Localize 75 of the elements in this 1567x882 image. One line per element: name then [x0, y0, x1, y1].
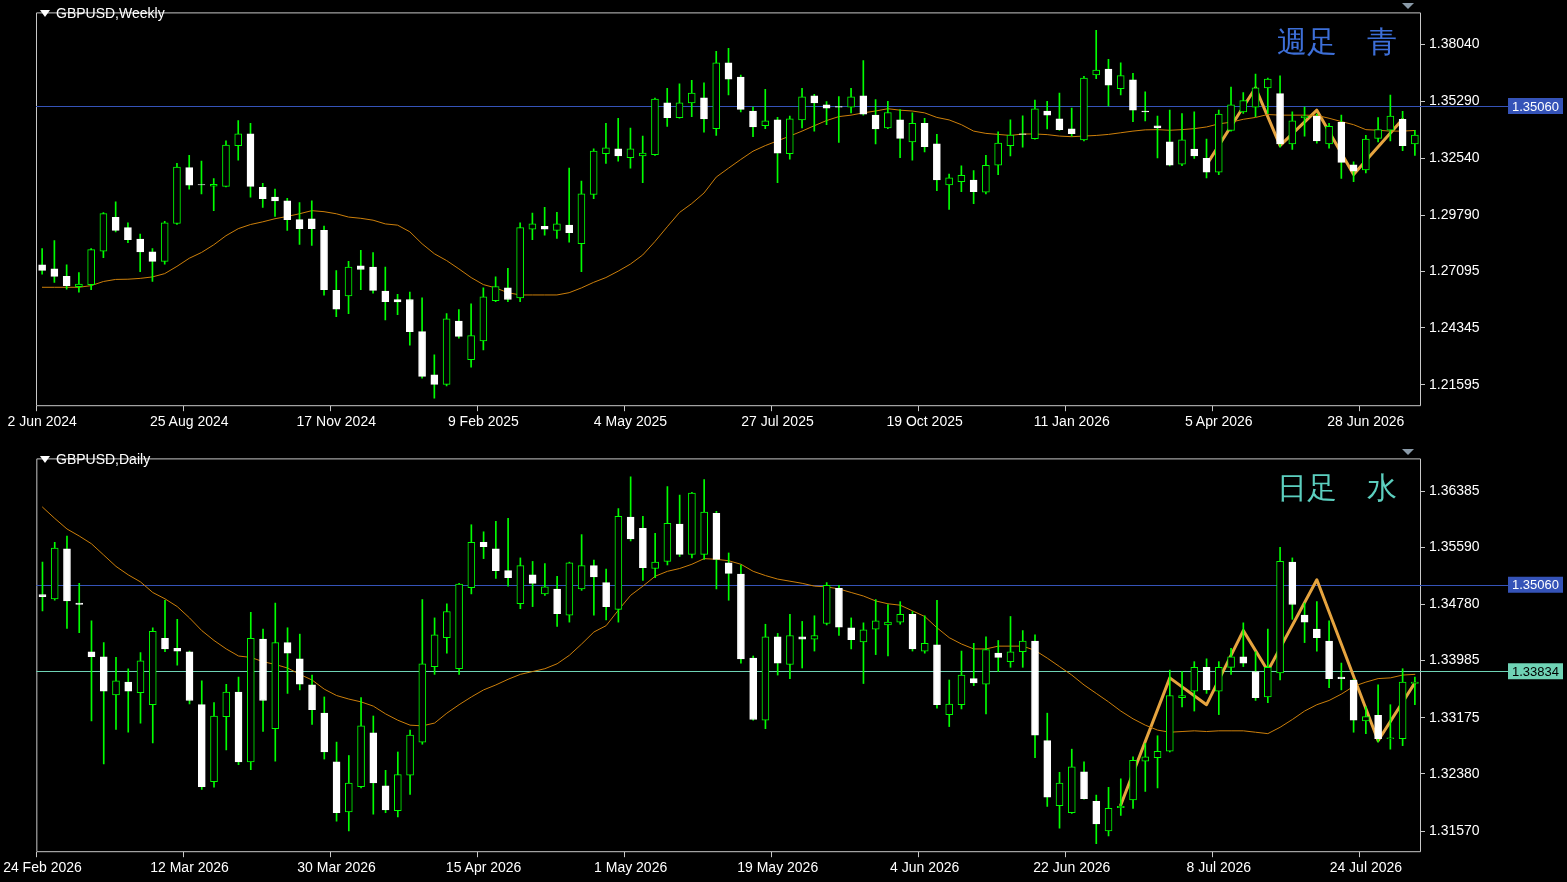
y-tick-label: 1.33985 — [1429, 651, 1480, 668]
y-tick-label: 1.35590 — [1429, 538, 1480, 555]
candlestick — [504, 518, 512, 587]
candlestick — [553, 211, 561, 239]
candlestick — [945, 679, 954, 727]
x-tick-label: 19 May 2026 — [737, 859, 819, 876]
candlestick — [590, 559, 598, 616]
x-tick-label: 5 Apr 2026 — [1184, 413, 1253, 430]
x-tick-label: 24 Jul 2026 — [1329, 859, 1403, 876]
candlestick — [356, 249, 365, 291]
candlestick — [1178, 671, 1186, 708]
x-tick-label: 4 May 2025 — [593, 413, 668, 430]
candlestick — [761, 88, 770, 129]
ref-line-label: 1.35060 — [1512, 577, 1560, 593]
candlestick — [1263, 77, 1272, 114]
y-tick-label: 1.31570 — [1429, 821, 1480, 838]
candlestick — [1313, 601, 1321, 652]
chart-title: GBPUSD,Daily — [56, 451, 151, 467]
candlestick — [541, 563, 549, 596]
candlestick — [1067, 107, 1076, 137]
x-tick-label: 4 Jun 2026 — [890, 859, 960, 876]
y-tick-label: 1.21595 — [1429, 375, 1480, 392]
candlestick — [307, 200, 316, 246]
candlestick — [945, 173, 953, 210]
candlestick — [1362, 706, 1370, 734]
candlestick — [75, 582, 84, 634]
ref-line-label: 1.35060 — [1512, 98, 1560, 114]
candlestick — [381, 266, 390, 321]
candlestick — [1190, 111, 1199, 159]
x-tick-label: 15 Apr 2026 — [445, 859, 522, 876]
x-tick-label: 27 Jul 2025 — [741, 413, 814, 430]
y-tick-label: 1.35290 — [1429, 92, 1480, 109]
x-tick-label: 8 Jul 2026 — [1186, 859, 1252, 876]
y-tick-label: 1.32540 — [1429, 149, 1480, 166]
y-tick-label: 1.27095 — [1429, 261, 1480, 278]
candlestick — [920, 615, 929, 654]
candlestick — [724, 552, 733, 601]
x-tick-label: 30 Mar 2026 — [297, 859, 377, 876]
candlestick — [614, 117, 623, 162]
y-tick-label: 1.24345 — [1429, 318, 1480, 335]
y-tick-label: 1.32380 — [1429, 764, 1480, 781]
x-tick-label: 9 Feb 2025 — [447, 413, 519, 430]
candlestick — [810, 93, 819, 132]
y-tick-label: 1.36385 — [1429, 482, 1480, 499]
candlestick — [565, 167, 573, 243]
x-tick-label: 28 Jun 2026 — [1327, 413, 1405, 430]
candlestick — [124, 668, 133, 733]
y-tick-label: 1.29790 — [1429, 206, 1480, 223]
candlestick — [209, 178, 218, 211]
candlestick — [602, 122, 610, 164]
candlestick — [1239, 622, 1248, 667]
x-tick-label: 12 Mar 2026 — [150, 859, 230, 876]
candlestick — [969, 642, 978, 686]
candlestick — [994, 640, 1003, 672]
chart-title: GBPUSD,Weekly — [56, 5, 165, 21]
x-tick-label: 17 Nov 2024 — [296, 413, 377, 430]
ref-line-label: 1.33834 — [1512, 663, 1560, 679]
candlestick — [161, 599, 169, 653]
candlestick — [38, 248, 46, 275]
x-tick-label: 11 Jan 2026 — [1033, 413, 1110, 430]
x-tick-label: 2 Jun 2024 — [7, 413, 77, 430]
candlestick — [871, 599, 880, 655]
candlestick — [1141, 91, 1150, 122]
y-tick-label: 1.33175 — [1429, 708, 1480, 725]
y-tick-label: 1.38040 — [1429, 35, 1480, 52]
x-tick-label: 22 Jun 2026 — [1033, 859, 1111, 876]
candlestick — [1411, 676, 1419, 706]
x-tick-label: 19 Oct 2025 — [886, 413, 963, 430]
x-tick-label: 1 May 2026 — [594, 859, 668, 876]
x-tick-label: 25 Aug 2024 — [149, 413, 229, 430]
annotation: 日足 水 — [1277, 469, 1397, 507]
candlestick — [651, 532, 659, 578]
y-tick-label: 1.34780 — [1429, 595, 1480, 612]
x-tick-label: 24 Feb 2026 — [3, 859, 82, 876]
annotation: 週足 青 — [1277, 23, 1397, 61]
